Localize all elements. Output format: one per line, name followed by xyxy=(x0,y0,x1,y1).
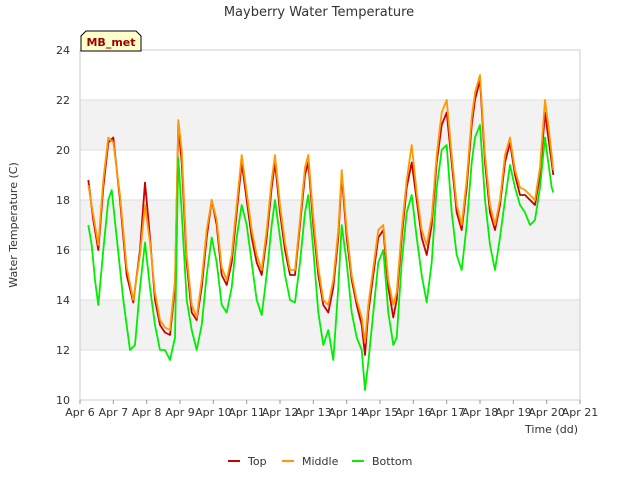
legend: Top Middle Bottom xyxy=(228,455,412,468)
y-tick-label: 10 xyxy=(56,394,70,407)
legend-label-top: Top xyxy=(247,455,267,468)
x-tick-label: Apr 9 xyxy=(165,406,195,419)
x-tick-label: Apr 20 xyxy=(528,406,565,419)
x-tick-label: Apr 11 xyxy=(228,406,265,419)
x-tick-label: Apr 17 xyxy=(428,406,465,419)
grid-band xyxy=(80,100,580,150)
x-tick-label: Apr 7 xyxy=(99,406,129,419)
series-line-middle xyxy=(87,74,555,344)
series-lines xyxy=(87,74,555,391)
y-tick-label: 24 xyxy=(56,44,70,57)
legend-label-bottom: Bottom xyxy=(372,455,412,468)
y-tick-label: 22 xyxy=(56,94,70,107)
y-tick-label: 18 xyxy=(56,194,70,207)
y-tick-label: 14 xyxy=(56,294,70,307)
x-tick-label: Apr 19 xyxy=(495,406,532,419)
x-tick-label: Apr 10 xyxy=(195,406,232,419)
site-label: MB_met xyxy=(86,36,135,49)
y-tick-labels: 10 12 14 16 18 20 22 24 xyxy=(56,44,70,407)
x-tick-label: Apr 13 xyxy=(295,406,332,419)
site-label-tag xyxy=(80,30,142,52)
x-tick-label: Apr 6 xyxy=(65,406,95,419)
y-tick-label: 20 xyxy=(56,144,70,157)
grid-band xyxy=(80,350,580,400)
x-tick-label: Apr 21 xyxy=(562,406,599,419)
x-tick-label: Apr 18 xyxy=(462,406,499,419)
x-tick-label: Apr 15 xyxy=(362,406,399,419)
series-line-bottom xyxy=(87,124,555,391)
grid-band xyxy=(80,200,580,250)
y-tick-label: 16 xyxy=(56,244,70,257)
x-tick-label: Apr 16 xyxy=(395,406,432,419)
chart-title: Mayberry Water Temperature xyxy=(224,5,414,20)
x-axis-label: Time (dd) xyxy=(524,423,578,436)
x-tick-label: Apr 8 xyxy=(132,406,162,419)
legend-label-middle: Middle xyxy=(302,455,339,468)
grid-band xyxy=(80,50,580,100)
site-label-box: MB_met xyxy=(80,30,142,52)
x-tick-label: Apr 12 xyxy=(262,406,299,419)
y-tick-label: 12 xyxy=(56,344,70,357)
grid-band xyxy=(80,150,580,200)
y-axis-label: Water Temperature (C) xyxy=(7,162,20,287)
x-tick-label: Apr 14 xyxy=(328,406,365,419)
grid-bands xyxy=(80,50,580,400)
plot-area-border xyxy=(79,49,581,401)
